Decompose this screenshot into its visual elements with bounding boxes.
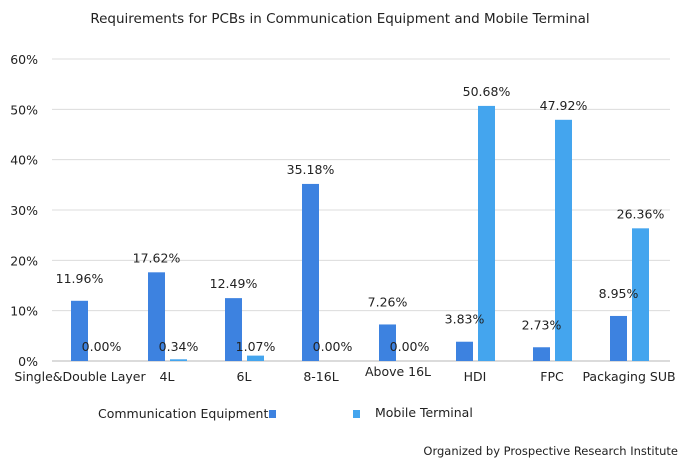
data-label: 47.92% — [540, 98, 588, 113]
x-tick-label: 8-16L — [303, 369, 338, 384]
y-tick-label: 40% — [10, 153, 38, 168]
y-tick-label: 10% — [10, 304, 38, 319]
legend-swatch-communication-equipment — [269, 410, 276, 418]
data-label: 50.68% — [463, 84, 511, 99]
data-label: 26.36% — [617, 206, 665, 221]
data-label: 8.95% — [599, 286, 639, 301]
data-label: 11.96% — [56, 271, 104, 286]
legend-label-mobile-terminal: Mobile Terminal — [375, 405, 473, 420]
y-tick-label: 50% — [10, 102, 38, 117]
legend-label-communication-equipment: Communication Equipment — [98, 406, 268, 421]
x-tick-label: 4L — [160, 369, 175, 384]
data-label: 12.49% — [210, 276, 258, 291]
data-label: 0.00% — [390, 339, 430, 354]
bar-mobile-terminal — [555, 119, 572, 361]
bar-communication-equipment — [71, 300, 88, 361]
x-tick-label: HDI — [464, 369, 487, 384]
x-tick-label: 6L — [237, 369, 252, 384]
data-label: 0.00% — [313, 339, 353, 354]
legend: Communication Equipment Mobile Terminal — [98, 405, 473, 421]
data-label: 35.18% — [287, 162, 335, 177]
bar-communication-equipment — [533, 347, 550, 361]
bar-communication-equipment — [456, 341, 473, 361]
chart-title: Requirements for PCBs in Communication E… — [90, 11, 589, 27]
x-tick-label: Single&Double Layer — [14, 369, 146, 384]
x-tick-label: FPC — [540, 369, 564, 384]
data-label: 0.00% — [82, 339, 122, 354]
bar-communication-equipment — [610, 315, 627, 361]
x-tick-label: Above 16L — [365, 364, 431, 379]
bar-communication-equipment — [148, 272, 165, 361]
data-label: 3.83% — [445, 312, 485, 327]
bar-mobile-terminal — [247, 355, 264, 361]
data-label: 0.34% — [159, 339, 199, 354]
data-label: 2.73% — [522, 317, 562, 332]
bar-mobile-terminal — [478, 105, 495, 361]
bar-communication-equipment — [379, 324, 396, 361]
x-tick-label: Packaging SUB — [582, 369, 675, 384]
bar-communication-equipment — [225, 298, 242, 361]
y-tick-label: 20% — [10, 253, 38, 268]
legend-swatch-mobile-terminal — [353, 410, 360, 418]
y-tick-label: 60% — [10, 52, 38, 67]
y-tick-label: 0% — [18, 354, 38, 369]
bar-mobile-terminal — [170, 359, 187, 361]
bar-communication-equipment — [302, 183, 319, 361]
data-label: 1.07% — [236, 339, 276, 354]
data-label: 17.62% — [133, 250, 181, 265]
source-note: Organized by Prospective Research Instit… — [423, 444, 678, 458]
bar-mobile-terminal — [632, 228, 649, 361]
y-tick-label: 30% — [10, 203, 38, 218]
data-label: 7.26% — [368, 294, 408, 309]
